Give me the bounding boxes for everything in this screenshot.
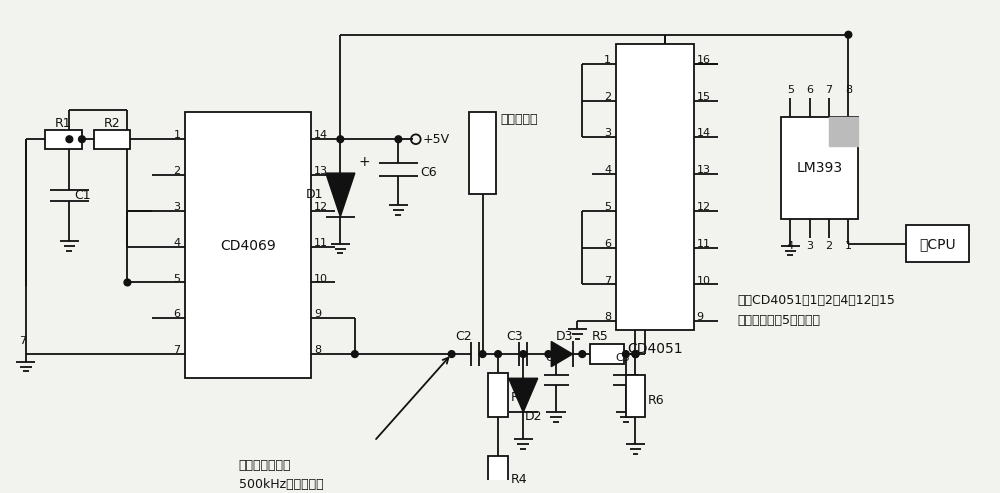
Circle shape [545, 351, 552, 357]
Text: 5: 5 [787, 85, 794, 95]
Text: 13: 13 [314, 166, 328, 176]
Text: 1: 1 [174, 130, 181, 141]
Text: 500kHz的方波信号: 500kHz的方波信号 [239, 478, 323, 491]
Text: C1: C1 [74, 189, 91, 202]
Text: 2: 2 [825, 241, 833, 250]
Bar [590, 345, 624, 364]
Text: 6: 6 [806, 85, 813, 95]
Text: 1: 1 [604, 55, 611, 65]
Text: C4: C4 [546, 353, 561, 363]
Text: 2: 2 [604, 92, 611, 102]
Text: 脚外电路同第5脚外电路: 脚外电路同第5脚外电路 [737, 314, 820, 327]
Text: 10: 10 [314, 274, 328, 283]
Text: 5: 5 [174, 274, 181, 283]
Text: 13: 13 [696, 165, 710, 175]
Circle shape [448, 351, 455, 357]
Text: 14: 14 [696, 128, 711, 139]
Text: 7: 7 [19, 336, 26, 346]
Text: 3: 3 [174, 202, 181, 212]
Text: 14: 14 [314, 130, 328, 141]
Circle shape [479, 351, 486, 357]
Text: C2: C2 [455, 330, 472, 343]
Bar [906, 225, 969, 262]
Text: C5: C5 [616, 353, 630, 363]
Polygon shape [326, 173, 355, 216]
Text: D3: D3 [556, 330, 574, 343]
Text: R2: R2 [104, 117, 120, 130]
Bar [488, 456, 508, 493]
Text: LM393: LM393 [796, 161, 842, 175]
Bar [829, 117, 858, 146]
Text: 12: 12 [696, 202, 711, 212]
Text: 11: 11 [314, 238, 328, 248]
Bar [488, 373, 508, 417]
Text: C6: C6 [421, 166, 437, 178]
Bar [469, 112, 496, 194]
Text: 注：CD4051的1、2、4、12～15: 注：CD4051的1、2、4、12～15 [737, 294, 895, 307]
Text: C3: C3 [506, 330, 522, 343]
Text: 弹簧触摸键: 弹簧触摸键 [500, 113, 538, 126]
Circle shape [622, 351, 629, 357]
Bar [616, 44, 694, 330]
Text: 至CPU: 至CPU [919, 237, 956, 251]
Circle shape [553, 351, 560, 357]
Polygon shape [551, 342, 573, 367]
Text: 7: 7 [825, 85, 833, 95]
Text: 该点有频率高于: 该点有频率高于 [239, 459, 291, 472]
Bar [626, 375, 645, 417]
Circle shape [351, 351, 358, 357]
Bar [94, 130, 130, 149]
Bar [781, 117, 858, 218]
Text: 4: 4 [787, 241, 794, 250]
Text: 5: 5 [604, 202, 611, 212]
Text: CD4069: CD4069 [221, 239, 276, 253]
Text: 1: 1 [845, 241, 852, 250]
Circle shape [124, 279, 131, 286]
Bar [185, 112, 311, 378]
Circle shape [632, 351, 639, 357]
Text: 8: 8 [845, 85, 852, 95]
Text: R1: R1 [55, 117, 72, 130]
Text: 12: 12 [314, 202, 328, 212]
Text: 16: 16 [696, 55, 710, 65]
Text: +: + [359, 155, 370, 170]
Circle shape [66, 136, 73, 142]
Circle shape [337, 136, 344, 142]
Text: R4: R4 [511, 473, 527, 487]
Text: 9: 9 [314, 310, 321, 319]
Circle shape [845, 32, 852, 38]
Text: 6: 6 [174, 310, 181, 319]
Text: CD4051: CD4051 [627, 342, 683, 356]
Circle shape [520, 351, 527, 357]
Text: 3: 3 [604, 128, 611, 139]
Text: 7: 7 [174, 345, 181, 355]
Circle shape [632, 351, 639, 357]
Text: R6: R6 [648, 394, 665, 407]
Circle shape [79, 136, 85, 142]
Text: 10: 10 [696, 276, 710, 285]
Text: 8: 8 [604, 312, 611, 322]
Text: R5: R5 [592, 330, 609, 343]
Text: 7: 7 [604, 276, 611, 285]
Text: 9: 9 [696, 312, 704, 322]
Text: 4: 4 [174, 238, 181, 248]
Text: 11: 11 [696, 239, 710, 249]
Text: +5V: +5V [423, 133, 450, 146]
Circle shape [495, 351, 501, 357]
Text: 15: 15 [696, 92, 710, 102]
Text: 3: 3 [806, 241, 813, 250]
Circle shape [395, 136, 402, 142]
Text: 8: 8 [314, 345, 321, 355]
Polygon shape [509, 378, 538, 412]
Text: 6: 6 [604, 239, 611, 249]
Bar [45, 130, 82, 149]
Text: 2: 2 [174, 166, 181, 176]
Circle shape [579, 351, 586, 357]
Text: R3: R3 [511, 391, 527, 404]
Text: 4: 4 [604, 165, 611, 175]
Text: D1: D1 [305, 188, 323, 201]
Circle shape [632, 351, 639, 357]
Text: D2: D2 [525, 411, 543, 423]
